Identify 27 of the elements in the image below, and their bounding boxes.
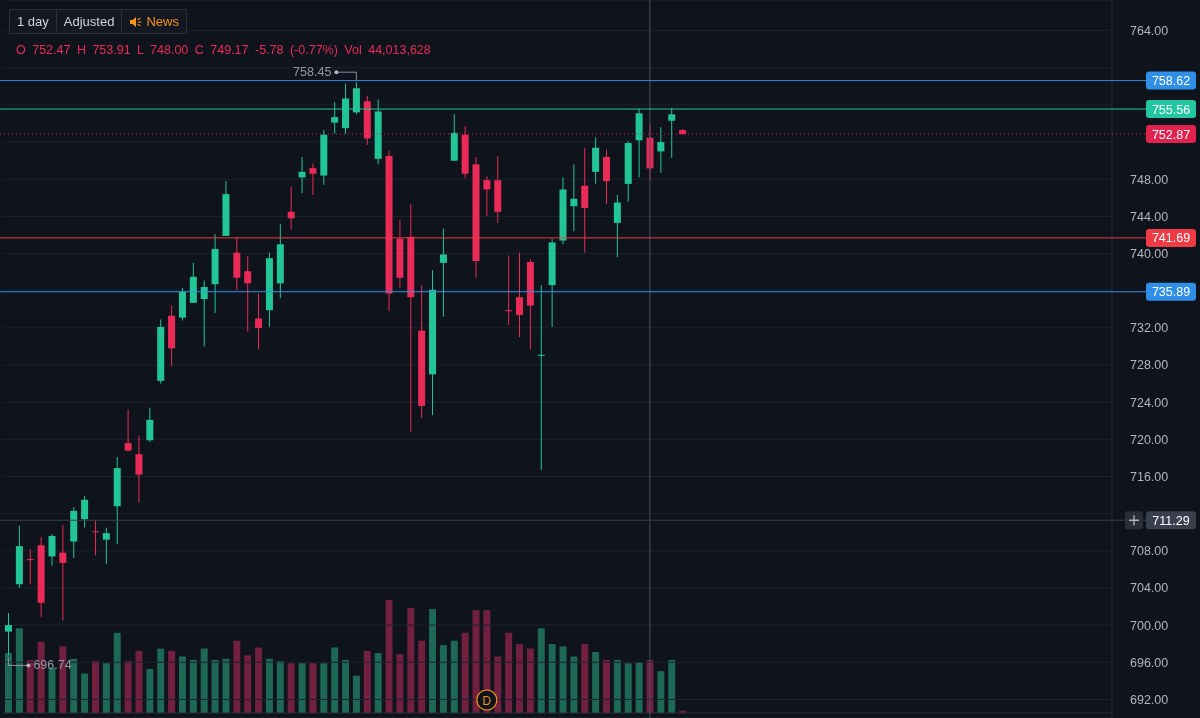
ref-line-label: 741.69 [1151,231,1191,246]
y-tick-label: 720.00 [1130,432,1169,447]
y-tick-label: 732.00 [1130,321,1169,336]
annotation: O 752.47 H 753.91 L 748.00 C 749.17 -5.78 (-0.77%) Vol 44,013,628 [16,43,431,57]
annotation: 696.74 [33,658,72,673]
annotation: 758.45 [293,65,332,80]
y-tick-label: 692.00 [1130,692,1169,707]
y-tick-label: 740.00 [1130,247,1169,262]
ref-line-label: 735.89 [1151,285,1191,300]
ref-line-label: 755.56 [1151,102,1191,117]
ref-line-label: 752.87 [1151,127,1191,142]
ref-line-label: 758.62 [1151,74,1191,89]
y-tick-label: 696.00 [1130,655,1169,670]
y-tick-label: 764.00 [1130,24,1169,39]
y-tick-label: 704.00 [1130,581,1169,596]
y-tick-label: 744.00 [1130,209,1169,224]
y-tick-label: 748.00 [1130,172,1169,187]
annotation: Adjusted [63,14,115,29]
y-tick-label: 724.00 [1130,395,1169,410]
y-tick-label: 700.00 [1130,618,1169,633]
annotation: 1 day [17,14,49,29]
y-tick-label: 708.00 [1130,544,1169,559]
ref-line-label: 711.29 [1152,513,1190,528]
annotation: D [482,693,492,708]
y-tick-label: 716.00 [1130,469,1169,484]
annotation: News [146,14,179,29]
y-tick-label: 728.00 [1130,358,1169,373]
